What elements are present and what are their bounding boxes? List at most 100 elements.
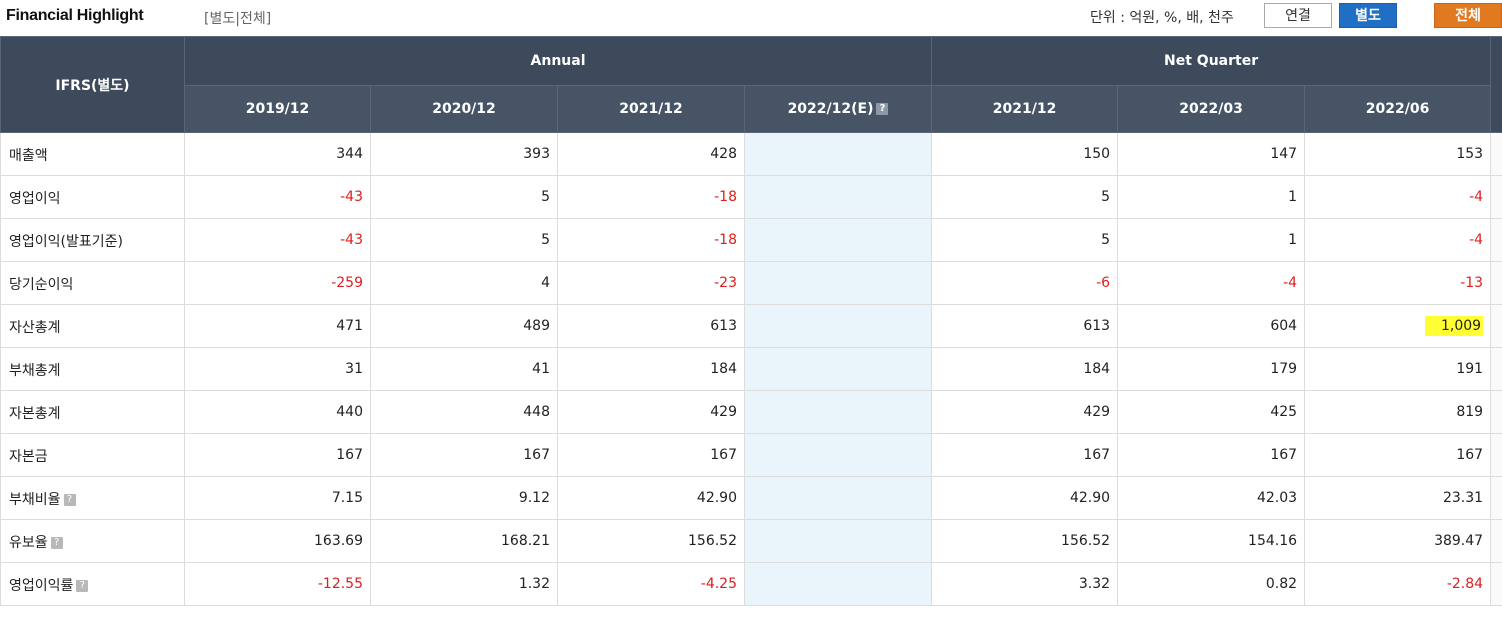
table-cell: 1,009 bbox=[1304, 304, 1492, 348]
cell-value: 156.52 bbox=[688, 533, 737, 549]
row-edge bbox=[1490, 390, 1502, 434]
table-cell: 1 bbox=[1117, 218, 1306, 262]
table-cell: 168.21 bbox=[370, 519, 558, 563]
table-cell: 7.15 bbox=[184, 476, 371, 520]
row-label-text: 자본총계 bbox=[9, 406, 61, 422]
row-edge bbox=[1490, 261, 1502, 305]
cell-value: 1 bbox=[1288, 232, 1298, 248]
table-cell: 613 bbox=[557, 304, 745, 348]
cell-value: 167 bbox=[523, 447, 550, 463]
unit-label: 단위 : 억원, %, 배, 천주 bbox=[1090, 10, 1234, 26]
cell-value: 3.32 bbox=[1078, 576, 1111, 592]
table-cell bbox=[743, 519, 933, 563]
cell-value: 156.52 bbox=[1061, 533, 1111, 549]
table-row: 당기순이익 -259 4 -23 -6 -4 -13 bbox=[0, 261, 1502, 305]
table-cell: 613 bbox=[931, 304, 1119, 348]
table-cell: 604 bbox=[1117, 304, 1306, 348]
separate-button[interactable]: 별도 bbox=[1339, 3, 1397, 28]
help-icon[interactable]: ? bbox=[876, 103, 889, 115]
table-cell: -6 bbox=[931, 261, 1119, 305]
cell-value: 9.12 bbox=[518, 490, 550, 506]
cell-value: 1,009 bbox=[1424, 316, 1484, 336]
help-icon[interactable]: ? bbox=[63, 494, 76, 506]
table-cell: 429 bbox=[931, 390, 1119, 434]
table-cell: 428 bbox=[557, 132, 745, 176]
cell-value: 389.47 bbox=[1434, 533, 1484, 549]
table-cell: 4 bbox=[370, 261, 558, 305]
table-cell: -259 bbox=[184, 261, 371, 305]
table-cell: -43 bbox=[184, 218, 371, 262]
row-edge bbox=[1490, 132, 1502, 176]
cell-value: 147 bbox=[1270, 146, 1298, 162]
row-label: 부채총계 bbox=[0, 347, 185, 391]
cell-value: 613 bbox=[710, 318, 737, 334]
column-header-label: 2022/06 bbox=[1365, 101, 1430, 117]
column-header: 2022/03 bbox=[1117, 85, 1306, 133]
table-cell: 167 bbox=[557, 433, 745, 477]
cell-value: 819 bbox=[1456, 404, 1484, 420]
table-row: 자본금 167 167 167 167 167 167 bbox=[0, 433, 1502, 477]
table-cell: 184 bbox=[557, 347, 745, 391]
table-row: 부채총계 31 41 184 184 179 191 bbox=[0, 347, 1502, 391]
table-cell: -4.25 bbox=[557, 562, 745, 606]
row-label-text: 유보율 bbox=[9, 535, 48, 551]
cell-value: 344 bbox=[336, 146, 363, 162]
column-header-label: 2021/12 bbox=[619, 101, 683, 117]
cell-value: 167 bbox=[1083, 447, 1111, 463]
table-cell: 471 bbox=[184, 304, 371, 348]
cell-value: 440 bbox=[336, 404, 363, 420]
row-label: 자산총계 bbox=[0, 304, 185, 348]
cell-value: 163.69 bbox=[314, 533, 363, 549]
table-row: 유보율? 163.69 168.21 156.52 156.52 154.16 389.47 bbox=[0, 519, 1502, 563]
table-cell bbox=[743, 562, 933, 606]
table-cell: 167 bbox=[931, 433, 1119, 477]
table-cell: 819 bbox=[1304, 390, 1492, 434]
table-cell: 1 bbox=[1117, 175, 1306, 219]
cell-value: 489 bbox=[523, 318, 550, 334]
cell-value: 184 bbox=[1083, 361, 1111, 377]
cell-value: 42.90 bbox=[696, 490, 737, 506]
cell-value: 5 bbox=[1101, 232, 1111, 248]
row-label: 부채비율? bbox=[0, 476, 185, 520]
row-label: 영업이익 bbox=[0, 175, 185, 219]
table-cell: 5 bbox=[931, 175, 1119, 219]
cell-value: 429 bbox=[1083, 404, 1111, 420]
table-cell: 393 bbox=[370, 132, 558, 176]
row-edge bbox=[1490, 519, 1502, 563]
cell-value: 42.03 bbox=[1256, 490, 1298, 506]
row-label-text: 자본금 bbox=[9, 449, 48, 465]
table-cell: 167 bbox=[184, 433, 371, 477]
column-header-label: 2022/03 bbox=[1179, 101, 1243, 117]
cell-value: 393 bbox=[523, 146, 550, 162]
cell-value: 613 bbox=[1083, 318, 1111, 334]
help-icon[interactable]: ? bbox=[50, 537, 63, 549]
table-cell: -13 bbox=[1304, 261, 1492, 305]
column-header: 2021/12 bbox=[557, 85, 745, 133]
table-row: 매출액 344 393 428 150 147 153 bbox=[0, 132, 1502, 176]
table-cell bbox=[743, 433, 933, 477]
table-cell bbox=[743, 175, 933, 219]
row-label-text: 매출액 bbox=[9, 148, 48, 164]
table-cell: 425 bbox=[1117, 390, 1306, 434]
cell-value: -2.84 bbox=[1446, 576, 1484, 592]
cell-value: 167 bbox=[1456, 447, 1484, 463]
table-cell: 3.32 bbox=[931, 562, 1119, 606]
table-row: 영업이익률? -12.55 1.32 -4.25 3.32 0.82 -2.84 bbox=[0, 562, 1502, 606]
row-edge bbox=[1490, 304, 1502, 348]
cell-value: 5 bbox=[1101, 189, 1111, 205]
row-label: 자본총계 bbox=[0, 390, 185, 434]
cell-value: 41 bbox=[532, 361, 550, 377]
all-button[interactable]: 전체 bbox=[1434, 3, 1502, 28]
consolidated-button[interactable]: 연결 bbox=[1264, 3, 1332, 28]
column-header: 2022/06 bbox=[1304, 85, 1492, 133]
cell-value: 7.15 bbox=[331, 490, 363, 506]
cell-value: -4 bbox=[1469, 232, 1484, 248]
page-subtitle: [별도|전체] bbox=[204, 11, 272, 27]
table-cell: -4 bbox=[1304, 218, 1492, 262]
table-cell: 163.69 bbox=[184, 519, 371, 563]
cell-value: 168.21 bbox=[501, 533, 550, 549]
help-icon[interactable]: ? bbox=[76, 580, 89, 592]
column-header: 2021/12 bbox=[931, 85, 1119, 133]
table-cell: -4 bbox=[1304, 175, 1492, 219]
column-header-label: 2022/12(E) bbox=[787, 101, 874, 117]
